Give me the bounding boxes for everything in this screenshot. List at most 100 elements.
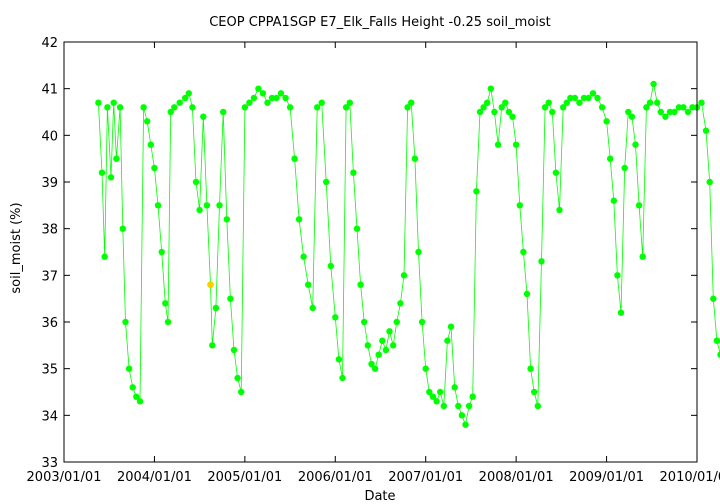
data-point — [101, 253, 108, 260]
data-point — [167, 108, 174, 116]
data-point — [291, 155, 298, 162]
data-point — [491, 108, 498, 116]
data-point — [255, 85, 262, 92]
data-point — [339, 374, 346, 382]
data-point — [119, 225, 127, 232]
data-point — [182, 94, 189, 102]
data-point — [552, 169, 560, 176]
data-point — [216, 202, 223, 209]
chart-title: CEOP CPPA1SGP E7_Elk_Falls Height -0.25 … — [209, 15, 551, 30]
data-point — [465, 402, 473, 410]
data-point — [444, 337, 451, 344]
data-point — [122, 318, 129, 326]
data-point — [107, 174, 115, 181]
data-point — [545, 99, 552, 106]
data-point — [209, 342, 216, 349]
data-point — [104, 104, 111, 111]
y-tick-label: 36 — [41, 316, 58, 331]
data-point — [585, 94, 592, 102]
data-point — [710, 295, 717, 302]
data-point — [390, 342, 397, 349]
data-point — [332, 314, 339, 321]
data-point — [717, 351, 720, 358]
x-tick-label: 2009/01/01 — [569, 470, 644, 485]
data-point — [418, 318, 426, 326]
y-axis-label: soil_moist (%) — [9, 202, 24, 293]
data-point — [484, 99, 491, 106]
data-point — [610, 197, 617, 204]
data-point — [451, 384, 458, 391]
data-point — [300, 253, 307, 260]
plot-area — [95, 80, 720, 428]
data-point — [520, 248, 527, 256]
data-point — [147, 141, 154, 148]
data-point — [675, 104, 683, 111]
data-point — [598, 104, 606, 111]
data-point — [666, 108, 674, 116]
data-point — [200, 113, 207, 120]
x-tick-label: 2008/01/01 — [479, 470, 554, 485]
data-point — [357, 281, 364, 288]
data-point — [408, 99, 415, 106]
data-point — [580, 94, 588, 102]
x-axis-label: Date — [364, 489, 395, 504]
data-point — [393, 318, 400, 326]
data-point — [116, 104, 124, 111]
data-point — [702, 127, 710, 134]
data-point — [113, 155, 120, 162]
data-point — [632, 141, 639, 148]
data-point — [603, 118, 610, 125]
data-point — [95, 99, 102, 106]
data-point — [264, 99, 271, 106]
data-point — [549, 108, 556, 116]
data-point — [625, 108, 632, 116]
data-point — [386, 328, 393, 335]
data-point — [375, 351, 382, 358]
data-point — [639, 253, 646, 260]
y-tick-label: 35 — [41, 363, 58, 378]
data-point — [541, 104, 549, 111]
data-point — [556, 206, 563, 214]
data-point — [282, 94, 289, 102]
y-tick-label: 34 — [41, 409, 58, 424]
data-point — [110, 99, 117, 106]
data-point — [227, 295, 234, 302]
data-point — [309, 304, 316, 312]
data-point — [433, 398, 440, 405]
data-point — [476, 108, 484, 116]
data-point — [342, 104, 350, 111]
data-point — [589, 90, 597, 97]
data-point — [698, 99, 705, 106]
data-point — [447, 323, 455, 330]
data-point — [502, 99, 509, 106]
data-point — [314, 104, 321, 111]
data-point — [480, 104, 487, 111]
data-point — [144, 118, 151, 125]
data-point — [614, 272, 621, 279]
data-point — [286, 104, 294, 111]
data-point — [594, 94, 601, 102]
data-point — [246, 99, 253, 106]
data-point — [429, 393, 437, 400]
data-point — [654, 99, 661, 106]
x-tick-label: 2004/01/01 — [117, 470, 192, 485]
data-point — [576, 99, 583, 106]
data-point — [176, 99, 183, 106]
data-point — [379, 337, 386, 344]
data-point — [512, 141, 520, 148]
data-point — [689, 104, 696, 111]
data-points — [95, 80, 720, 428]
data-point — [680, 104, 687, 111]
data-point — [523, 290, 531, 298]
data-point — [382, 346, 390, 354]
data-point — [643, 104, 650, 111]
data-point — [650, 80, 657, 88]
data-point — [158, 248, 165, 256]
data-point — [364, 342, 371, 349]
data-point — [185, 90, 192, 97]
data-point — [458, 412, 466, 419]
data-point — [498, 104, 505, 111]
data-point — [527, 365, 534, 372]
